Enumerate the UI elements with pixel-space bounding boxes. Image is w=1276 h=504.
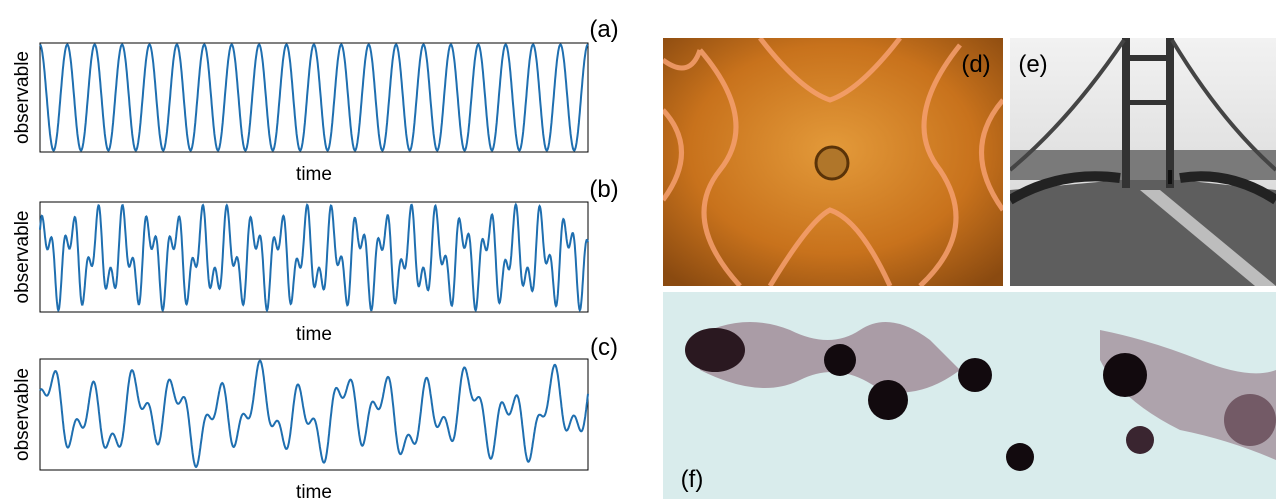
signal-curve	[40, 361, 588, 467]
y-axis-label: observable	[12, 51, 33, 144]
panel-label: (c)	[590, 334, 618, 361]
photo-vortices	[663, 292, 1276, 499]
photo-bridge	[1010, 38, 1276, 286]
plot-frame	[40, 359, 588, 470]
plot-frame	[40, 202, 588, 312]
signal-curve	[40, 205, 588, 311]
x-axis-label: time	[296, 482, 332, 499]
y-axis-label: observable	[12, 368, 33, 461]
figure: (a) (b) (c) (d) (e) (f) time observable ti…	[0, 0, 1276, 499]
x-axis-label: time	[296, 324, 332, 345]
x-axis-label: time	[296, 164, 332, 185]
panel-label: (a)	[589, 16, 618, 43]
panel-label: (d)	[961, 51, 990, 78]
panel-label: (e)	[1018, 51, 1047, 78]
plot-frame	[40, 43, 588, 152]
panel-label: (b)	[589, 176, 618, 203]
photo-plate	[663, 38, 1003, 286]
signal-curve	[40, 45, 588, 151]
y-axis-label: observable	[12, 211, 33, 304]
panel-label: (f)	[681, 466, 704, 493]
